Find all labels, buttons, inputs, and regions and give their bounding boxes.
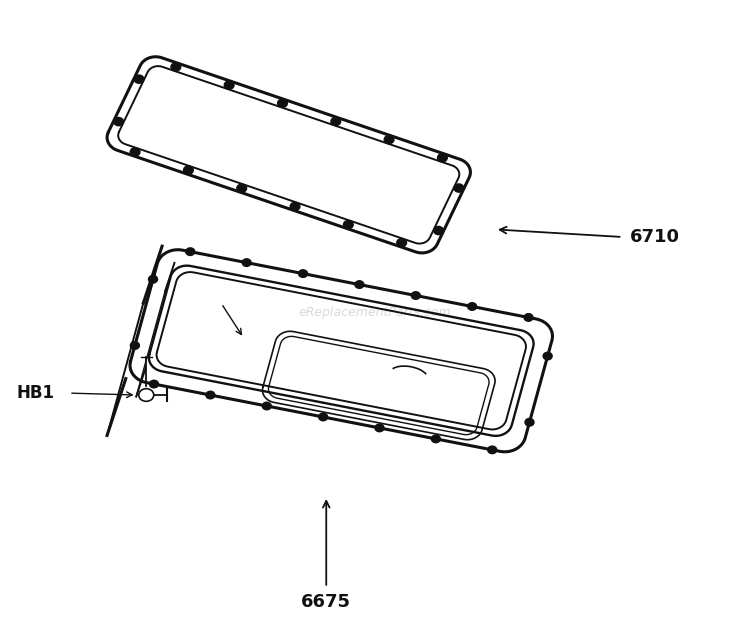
- Circle shape: [298, 270, 307, 277]
- Circle shape: [411, 292, 420, 300]
- Circle shape: [114, 118, 124, 126]
- Circle shape: [384, 135, 394, 143]
- Circle shape: [433, 226, 443, 234]
- Circle shape: [130, 148, 140, 156]
- Circle shape: [375, 424, 384, 432]
- Circle shape: [543, 352, 552, 360]
- Circle shape: [488, 446, 496, 454]
- Circle shape: [290, 202, 300, 210]
- Circle shape: [344, 221, 353, 229]
- Circle shape: [525, 418, 534, 426]
- Circle shape: [134, 75, 144, 83]
- Circle shape: [319, 413, 328, 421]
- Circle shape: [206, 391, 214, 399]
- Circle shape: [237, 184, 247, 192]
- Circle shape: [130, 342, 140, 349]
- Circle shape: [186, 248, 195, 255]
- Circle shape: [468, 303, 477, 310]
- Circle shape: [331, 118, 340, 126]
- Circle shape: [437, 154, 447, 162]
- Circle shape: [278, 99, 287, 107]
- Circle shape: [242, 259, 251, 267]
- Circle shape: [397, 239, 406, 247]
- Circle shape: [149, 380, 158, 388]
- Text: eReplacementParts.com: eReplacementParts.com: [298, 307, 452, 319]
- Circle shape: [524, 313, 533, 321]
- Circle shape: [148, 276, 158, 283]
- Circle shape: [184, 166, 194, 174]
- Text: 6710: 6710: [630, 228, 680, 246]
- Text: HB1: HB1: [16, 384, 55, 402]
- Circle shape: [171, 63, 181, 71]
- Circle shape: [355, 281, 364, 288]
- Text: 6675: 6675: [302, 593, 351, 611]
- Circle shape: [454, 184, 464, 192]
- Circle shape: [224, 81, 234, 89]
- Circle shape: [262, 402, 272, 410]
- Circle shape: [431, 435, 440, 442]
